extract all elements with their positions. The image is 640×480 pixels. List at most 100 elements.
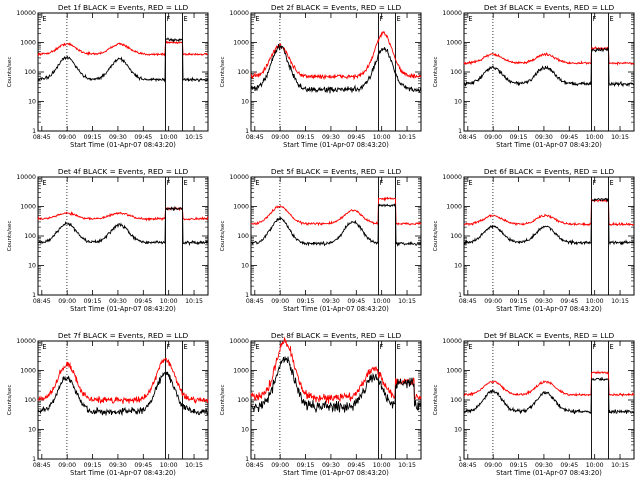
plot-panel-3: Det 3f BLACK = Events, RED = LLD 1 10 100 10… xyxy=(433,3,635,149)
x-tick-label: 08:45 xyxy=(246,134,264,141)
y-axis-label: Counts/sec xyxy=(220,385,226,416)
x-tick-label: 10:00 xyxy=(586,298,604,305)
series-line-lld xyxy=(250,196,422,227)
series-line-events xyxy=(250,356,422,413)
x-tick-label: 09:30 xyxy=(109,298,127,305)
x-tick-label: 09:30 xyxy=(322,462,340,469)
x-tick-label: 10:00 xyxy=(160,298,178,305)
y-axis-label: Counts/sec xyxy=(220,57,226,88)
y-axis-label: Counts/sec xyxy=(220,221,226,252)
y-tick-label: 10000 xyxy=(16,10,36,17)
interval-marker-label: E xyxy=(610,343,614,351)
y-tick-label: 1 xyxy=(245,456,249,463)
plot-panel-6: Det 6f BLACK = Events, RED = LLD 1 10 100 10… xyxy=(433,167,635,313)
plot-title: Det 7f BLACK = Events, RED = LLD xyxy=(58,331,189,340)
plot-title: Det 6f BLACK = Events, RED = LLD xyxy=(484,167,615,176)
interval-marker-label: E xyxy=(397,15,401,23)
y-tick-label: 10000 xyxy=(442,174,462,181)
y-tick-label: 10 xyxy=(241,99,249,106)
interval-marker-label: E xyxy=(184,179,188,187)
x-tick-label: 09:15 xyxy=(297,462,315,469)
x-tick-label: 09:00 xyxy=(271,298,289,305)
series-line-events xyxy=(250,44,422,94)
y-tick-label: 100 xyxy=(24,397,36,404)
y-tick-label: 1 xyxy=(32,456,36,463)
x-tick-label: 10:15 xyxy=(185,134,203,141)
y-tick-label: 10000 xyxy=(442,338,462,345)
series-line-lld xyxy=(463,45,635,67)
plot-title: Det 8f BLACK = Events, RED = LLD xyxy=(271,331,402,340)
x-tick-label: 10:15 xyxy=(398,134,416,141)
y-tick-label: 1000 xyxy=(446,204,462,211)
plot-title: Det 1f BLACK = Events, RED = LLD xyxy=(58,3,189,12)
x-tick-label: 09:45 xyxy=(347,462,365,469)
interval-marker-label: E xyxy=(468,343,472,351)
x-tick-label: 09:00 xyxy=(58,298,76,305)
interval-marker-label: F xyxy=(380,15,384,23)
y-tick-label: 1000 xyxy=(20,40,36,47)
y-tick-label: 100 xyxy=(450,397,462,404)
y-tick-label: 100 xyxy=(237,69,249,76)
y-tick-label: 1000 xyxy=(446,368,462,375)
interval-marker-label: E xyxy=(255,179,259,187)
x-tick-label: 09:30 xyxy=(109,134,127,141)
interval-marker-label: E xyxy=(255,15,259,23)
y-tick-label: 10 xyxy=(454,427,462,434)
y-tick-label: 1000 xyxy=(233,40,249,47)
y-axis-label: Counts/sec xyxy=(433,385,439,416)
y-tick-label: 1 xyxy=(458,456,462,463)
interval-marker-label: E xyxy=(42,343,46,351)
series-line-lld xyxy=(250,30,422,81)
plot-panel-1: Det 1f BLACK = Events, RED = LLD 1 10 100 10… xyxy=(7,3,209,149)
y-tick-label: 100 xyxy=(237,397,249,404)
plot-title: Det 3f BLACK = Events, RED = LLD xyxy=(484,3,615,12)
interval-marker-label: E xyxy=(468,179,472,187)
y-tick-label: 10000 xyxy=(229,10,249,17)
x-tick-label: 09:45 xyxy=(560,134,578,141)
x-tick-label: 10:00 xyxy=(373,134,391,141)
y-tick-label: 100 xyxy=(237,233,249,240)
y-tick-label: 10000 xyxy=(442,10,462,17)
x-tick-label: 09:30 xyxy=(322,298,340,305)
x-tick-label: 09:45 xyxy=(560,298,578,305)
x-tick-label: 09:00 xyxy=(271,462,289,469)
x-tick-label: 09:15 xyxy=(84,298,102,305)
y-tick-label: 10 xyxy=(28,99,36,106)
x-tick-label: 09:00 xyxy=(484,298,502,305)
plot-title: Det 4f BLACK = Events, RED = LLD xyxy=(58,167,189,176)
interval-marker-label: F xyxy=(167,179,171,187)
plot-panel-9: Det 9f BLACK = Events, RED = LLD 1 10 100 10… xyxy=(433,331,635,477)
x-tick-label: 09:15 xyxy=(510,462,528,469)
x-axis-label: Start Time (01-Apr-07 08:43:20) xyxy=(283,141,389,149)
interval-marker-label: E xyxy=(468,15,472,23)
x-tick-label: 08:45 xyxy=(33,462,51,469)
y-tick-label: 10000 xyxy=(16,174,36,181)
y-tick-label: 1000 xyxy=(233,204,249,211)
y-tick-label: 100 xyxy=(450,233,462,240)
plot-title: Det 5f BLACK = Events, RED = LLD xyxy=(271,167,402,176)
series-line-lld xyxy=(37,357,209,404)
y-tick-label: 1 xyxy=(245,292,249,299)
x-tick-label: 08:45 xyxy=(33,298,51,305)
interval-marker-label: E xyxy=(397,343,401,351)
x-tick-label: 09:30 xyxy=(535,298,553,305)
interval-marker-label: E xyxy=(610,15,614,23)
series-line-events xyxy=(463,377,635,415)
x-axis-label: Start Time (01-Apr-07 08:43:20) xyxy=(283,469,389,477)
x-tick-label: 09:15 xyxy=(84,134,102,141)
x-tick-label: 09:00 xyxy=(484,462,502,469)
plot-title: Det 9f BLACK = Events, RED = LLD xyxy=(484,331,615,340)
x-tick-label: 09:00 xyxy=(271,134,289,141)
plot-title: Det 2f BLACK = Events, RED = LLD xyxy=(271,3,402,12)
y-tick-label: 1000 xyxy=(20,368,36,375)
y-axis-label: Counts/sec xyxy=(433,221,439,252)
y-tick-label: 1000 xyxy=(20,204,36,211)
x-axis-label: Start Time (01-Apr-07 08:43:20) xyxy=(496,305,602,313)
y-tick-label: 1 xyxy=(458,128,462,135)
y-tick-label: 1 xyxy=(32,292,36,299)
x-tick-label: 10:15 xyxy=(185,462,203,469)
y-axis-label: Counts/sec xyxy=(7,57,13,88)
interval-marker-label: E xyxy=(184,15,188,23)
x-tick-label: 09:30 xyxy=(535,462,553,469)
y-axis-label: Counts/sec xyxy=(7,385,13,416)
